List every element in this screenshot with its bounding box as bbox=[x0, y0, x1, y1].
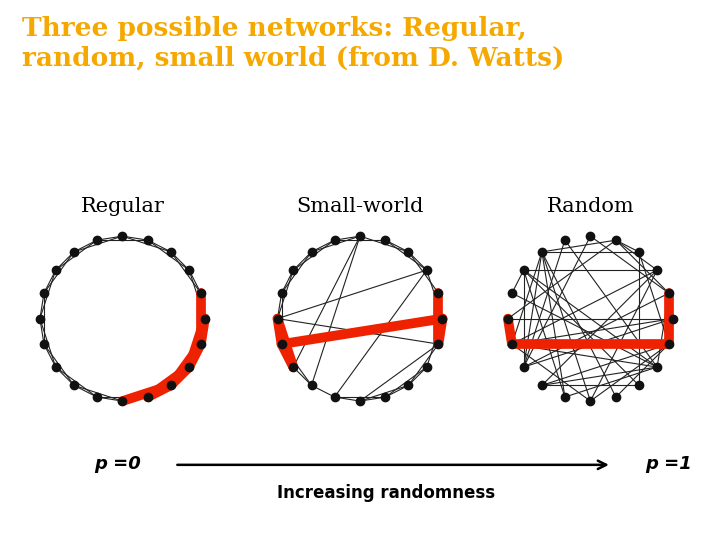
Text: Three possible networks: Regular,
random, small world (from D. Watts): Three possible networks: Regular, random… bbox=[22, 16, 564, 70]
Text: Increasing randomness: Increasing randomness bbox=[277, 484, 495, 502]
Text: p =0: p =0 bbox=[94, 455, 141, 472]
Text: p =1: p =1 bbox=[645, 455, 692, 472]
Text: Regular: Regular bbox=[81, 197, 164, 216]
Text: Random: Random bbox=[546, 197, 634, 216]
Text: Small-world: Small-world bbox=[297, 197, 423, 216]
